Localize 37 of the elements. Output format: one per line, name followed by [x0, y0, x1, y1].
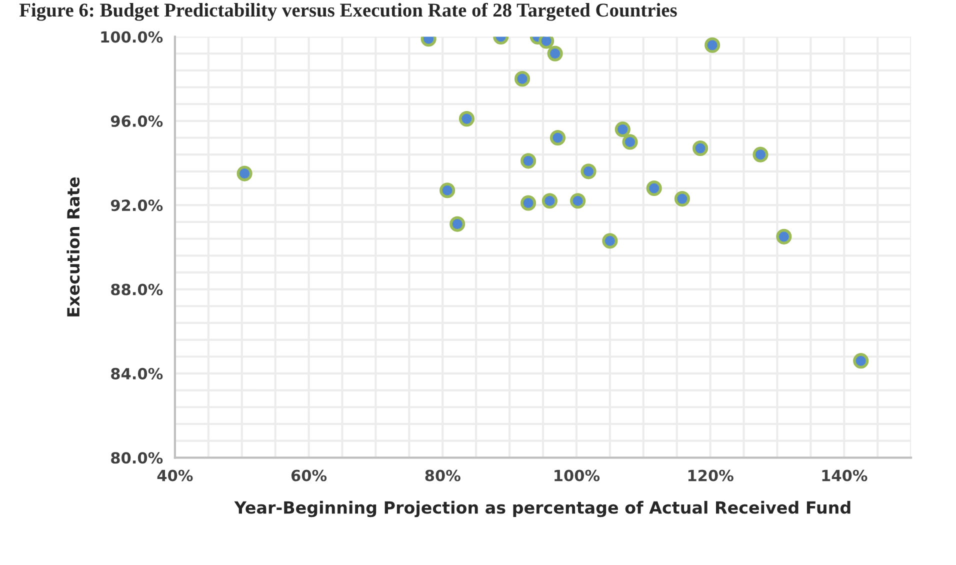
chart-title: Figure 6: Budget Predictability versus Execution Rate of 28 Targeted Countries [19, 2, 677, 21]
x-tick-label: 60% [291, 470, 327, 482]
point [458, 111, 475, 127]
x-tick-label: 120% [688, 470, 734, 482]
point [440, 182, 456, 198]
y-tick-label: 100.0% [101, 31, 163, 43]
y-tick-label: 80.0% [111, 452, 163, 464]
x-tick-label: 100% [554, 470, 600, 482]
point [622, 134, 638, 150]
y-tick-label: 88.0% [111, 284, 163, 296]
point [692, 140, 708, 156]
point [550, 130, 566, 146]
point [450, 216, 466, 232]
y-tick-label: 96.0% [110, 115, 163, 127]
y-tick-label: 92.0% [110, 200, 163, 212]
point [236, 166, 252, 182]
point [614, 122, 630, 138]
point [542, 193, 558, 209]
point [547, 46, 563, 62]
point [853, 353, 869, 369]
y-tick-label: 84.0% [111, 368, 163, 380]
point [776, 228, 792, 244]
x-tick-label: 40% [157, 470, 193, 482]
point [580, 164, 596, 180]
point [514, 71, 530, 87]
x-tick-label: 80% [425, 470, 460, 482]
point [674, 190, 690, 207]
x-axis-title: Year-Beginning Projection as percentage of Actual Received Fund [234, 500, 850, 518]
point [570, 193, 586, 209]
x-tick-label: 140% [822, 470, 868, 482]
point [520, 195, 536, 211]
point [704, 37, 720, 53]
y-axis-title: Execution Rate [66, 177, 80, 316]
point [752, 146, 768, 162]
point [602, 233, 618, 249]
point [646, 180, 662, 196]
point [520, 153, 536, 169]
